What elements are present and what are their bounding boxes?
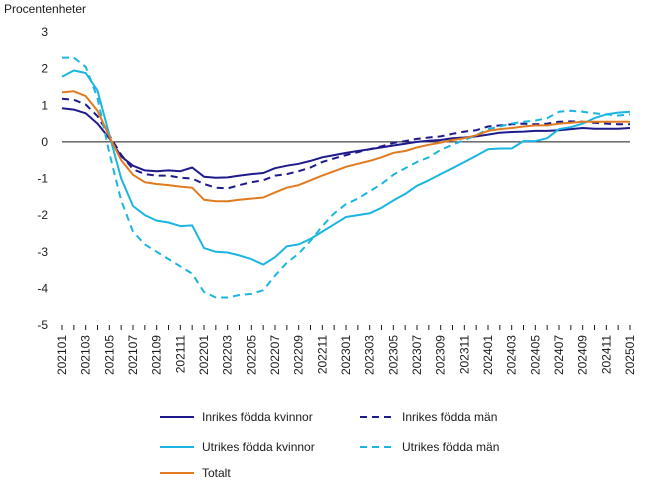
legend-item: Utrikes födda män: [360, 440, 499, 454]
series-line-5: [61, 90, 630, 203]
x-tick-label: 202409: [576, 335, 590, 375]
legend-swatch: [360, 446, 394, 448]
legend-swatch: [360, 416, 394, 418]
y-tick-label: -4: [37, 281, 48, 295]
x-tick-label: 202403: [505, 335, 519, 375]
x-tick-label: 202309: [434, 335, 448, 375]
y-tick-label: 1: [41, 98, 48, 112]
x-tick-label: 202301: [339, 335, 353, 375]
y-tick-label: 2: [41, 62, 48, 76]
x-tick-label: 202101: [55, 335, 69, 375]
legend-item: Inrikes födda män: [360, 410, 497, 424]
x-tick-label: 202205: [244, 335, 258, 375]
x-tick-label: 202203: [221, 335, 235, 375]
x-tick-label: 202107: [126, 335, 140, 375]
x-tick-label: 202211: [315, 335, 329, 374]
x-tick-label: 202201: [197, 335, 211, 375]
legend-item: Utrikes födda kvinnor: [160, 440, 315, 454]
line-chart: 3 2 1 0 -1 -2 -3 -4 -5 202101 202103 202105 202107 20…: [37, 25, 637, 375]
legend-swatch: [160, 472, 194, 474]
x-tick-label: 202105: [102, 335, 116, 375]
x-tick-label: 202411: [599, 335, 613, 374]
series-line-1: [61, 107, 631, 179]
y-tick-label: -1: [37, 172, 48, 186]
y-tick-label: -3: [37, 245, 48, 259]
y-tick-label: 0: [41, 135, 48, 149]
series-line-4: [62, 56, 631, 299]
legend-item: Inrikes födda kvinnor: [160, 410, 313, 424]
legend-label: Totalt: [202, 466, 231, 480]
legend-label: Utrikes födda kvinnor: [202, 440, 315, 454]
legend-swatch: [160, 416, 194, 418]
legend-label: Inrikes födda män: [402, 410, 498, 424]
x-tick-label: 202401: [481, 335, 495, 375]
y-tick-label: -2: [37, 208, 48, 222]
x-tick-label: 202305: [386, 335, 400, 375]
x-tick-label: 202111: [173, 335, 187, 374]
y-tick-label: 3: [41, 25, 48, 39]
legend-swatch: [160, 446, 194, 448]
x-tick-label: 202407: [552, 335, 566, 375]
legend-label: Inrikes födda kvinnor: [202, 410, 313, 424]
x-tick-label: 202209: [292, 335, 306, 375]
legend-item: Totalt: [160, 466, 231, 480]
x-tick-label: 202405: [528, 335, 542, 375]
x-tick-label: 202303: [363, 335, 377, 375]
legend-label: Utrikes födda män: [402, 440, 500, 454]
series-line-3: [61, 69, 631, 266]
x-tick-label: 202311: [457, 335, 471, 374]
x-tick-label: 202307: [410, 335, 424, 375]
x-tick-label: 202207: [268, 335, 282, 375]
y-axis-unit-label: Procentenheter: [4, 2, 87, 16]
series-line-2: [61, 97, 630, 190]
x-tick-label: 202109: [150, 335, 164, 375]
x-tick-label: 202103: [79, 335, 93, 375]
x-tick-label: 202501: [623, 335, 637, 375]
y-tick-label: -5: [37, 318, 48, 332]
